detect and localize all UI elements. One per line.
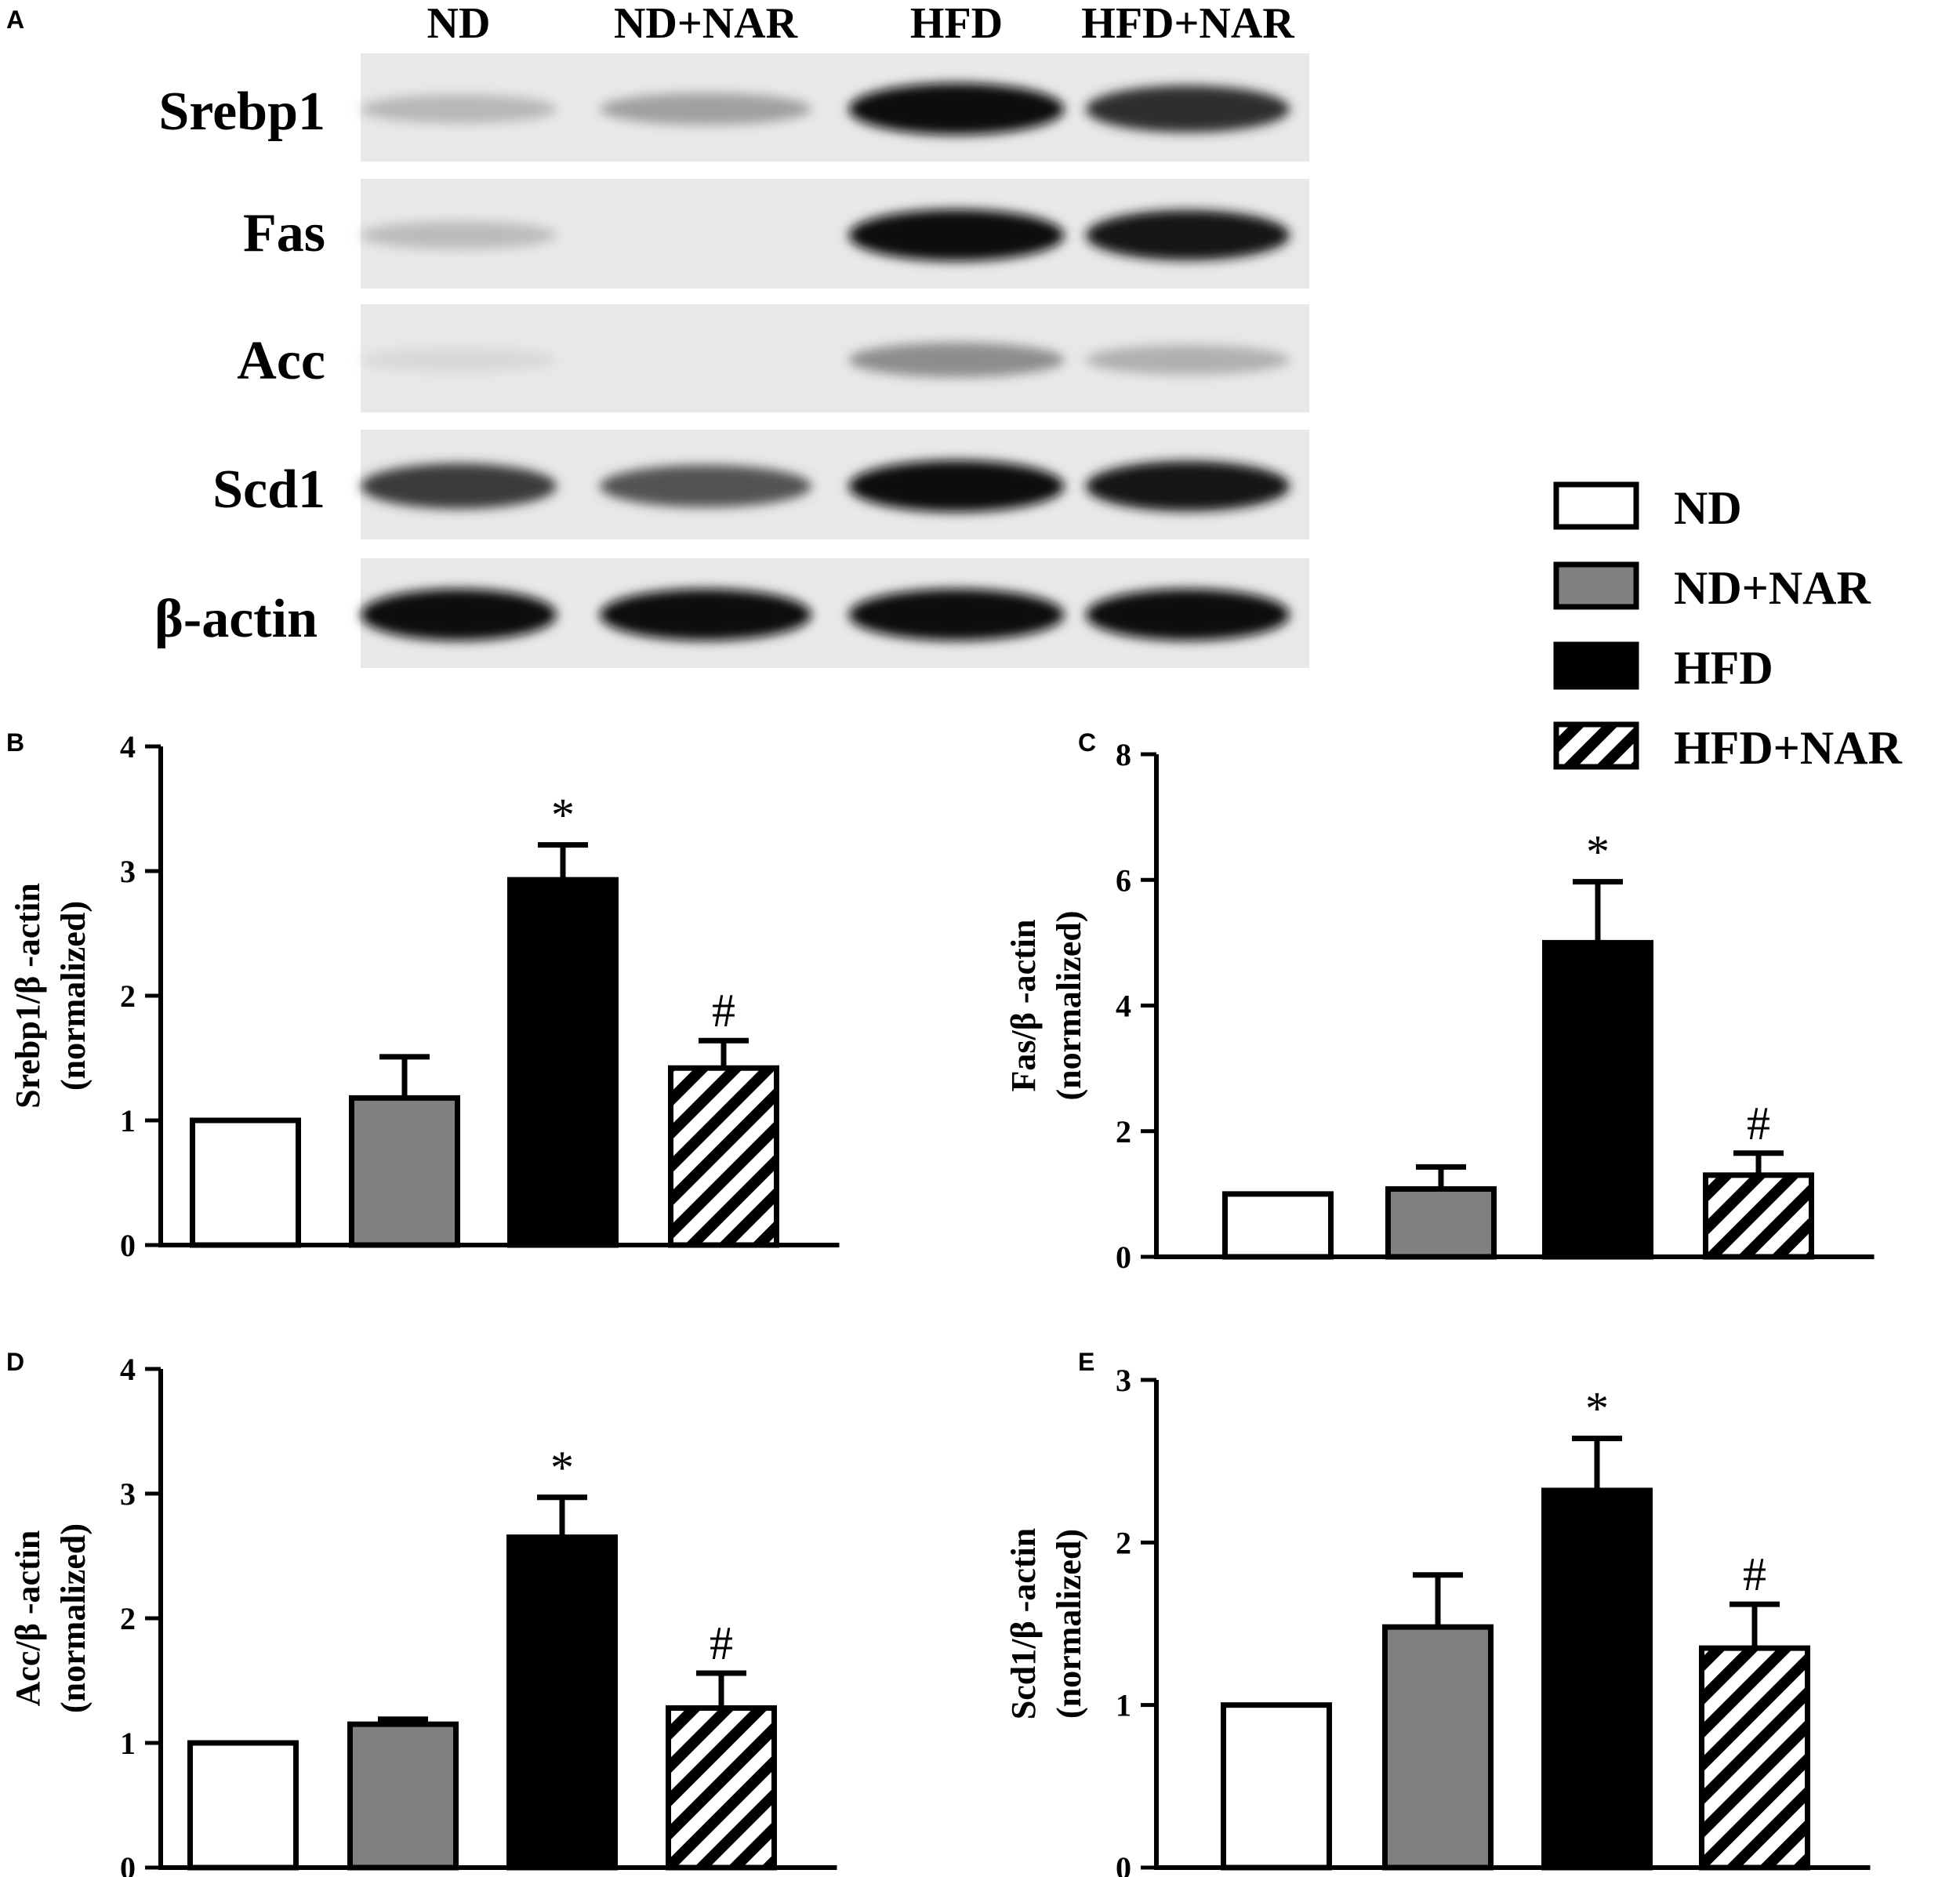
significance-mark: #	[1743, 1548, 1766, 1600]
panel-letter-b: B	[6, 728, 24, 757]
bar-hfd	[507, 877, 619, 1248]
blot-band	[361, 347, 557, 372]
y-tick-label: 1	[1116, 1688, 1131, 1723]
bar-nd	[1222, 1191, 1334, 1260]
blot-band	[1086, 345, 1290, 375]
legend: ND ND+NAR HFD HFD+NAR	[1553, 481, 1903, 774]
legend-label-nd-nar: ND+NAR	[1674, 562, 1871, 614]
bar-hfd	[506, 1534, 618, 1871]
panel-letter-a: A	[6, 5, 24, 34]
blot-band	[1086, 461, 1290, 511]
bar-nd	[187, 1740, 299, 1871]
chart-c: 0 2 4 6 8 Fas/β -actin (normalized) * #	[1004, 737, 1875, 1275]
lane-label-hfd: HFD	[910, 0, 1003, 48]
chart-d: 0 1 2 3 4 Acc/β -actin (normalized) * #	[9, 1352, 837, 1877]
significance-mark: #	[1747, 1098, 1770, 1149]
y-tick-label: 3	[1116, 1363, 1131, 1398]
y-axis-title: Srebp1/β -actin	[9, 883, 47, 1109]
blot-band	[1086, 210, 1290, 260]
y-tick-label: 4	[120, 729, 136, 764]
panel-letter-c: C	[1078, 728, 1096, 757]
bar-hfd-nar	[1703, 1172, 1814, 1260]
y-axis-title: (normalized)	[54, 901, 93, 1091]
blot-band	[1086, 85, 1290, 133]
significance-mark: *	[1585, 1383, 1609, 1435]
legend-label-nd: ND	[1674, 482, 1742, 534]
lane-label-nd: ND	[427, 0, 491, 48]
legend-swatch-hfd	[1553, 641, 1639, 690]
bar-nd-nar	[349, 1095, 460, 1248]
legend-label-hfd: HFD	[1674, 642, 1773, 694]
legend-swatch-hfd-nar	[1553, 721, 1639, 770]
significance-mark: #	[712, 985, 735, 1037]
significance-mark: *	[1586, 826, 1610, 878]
y-tick-label: 2	[1116, 1114, 1131, 1149]
lane-label-hfd-nar: HFD+NAR	[1081, 0, 1294, 48]
bar-hfd-nar	[1699, 1645, 1810, 1871]
y-tick-label: 4	[1116, 989, 1131, 1024]
blot-band	[361, 589, 557, 641]
legend-label-hfd-nar: HFD+NAR	[1674, 722, 1903, 774]
legend-swatch-nd	[1553, 481, 1639, 530]
bar-nd	[190, 1117, 301, 1248]
y-tick-label: 6	[1116, 862, 1131, 898]
bar-hfd	[1541, 1487, 1653, 1871]
bar-hfd-nar	[666, 1705, 777, 1871]
legend-swatch-nd-nar	[1553, 561, 1639, 610]
blot-band	[600, 93, 811, 125]
bar-nd-nar	[1385, 1185, 1497, 1260]
blot-label-beta-actin: β-actin	[154, 589, 318, 649]
chart-e: 0 1 2 3 Scd1/β -actin (normalized) * #	[1004, 1363, 1871, 1877]
y-tick-label: 0	[1116, 1240, 1131, 1275]
y-axis-title: Acc/β -actin	[9, 1530, 47, 1707]
y-axis-title: (normalized)	[1050, 1529, 1088, 1719]
y-tick-label: 2	[120, 1601, 136, 1636]
bar-hfd	[1542, 939, 1653, 1260]
bar-hfd-nar	[668, 1065, 779, 1248]
y-axis-title: (normalized)	[54, 1523, 93, 1713]
y-tick-label: 3	[120, 1476, 136, 1512]
bar-nd-nar	[1382, 1624, 1494, 1871]
blot-band	[848, 343, 1065, 377]
significance-mark: #	[710, 1617, 733, 1669]
blot-band	[848, 460, 1065, 512]
chart-b: 0 1 2 3 4 Srebp1/β -actin (normalized) * #	[9, 729, 840, 1263]
blot-band	[1086, 589, 1290, 641]
y-axis-title: Scd1/β -actin	[1004, 1528, 1043, 1719]
y-tick-label: 1	[120, 1103, 136, 1138]
y-tick-label: 0	[120, 1228, 136, 1263]
blot-band	[600, 589, 811, 641]
y-axis-title: Fas/β -actin	[1004, 920, 1043, 1092]
y-axis-title: (normalized)	[1050, 911, 1088, 1101]
lane-label-nd-nar: ND+NAR	[614, 0, 798, 48]
y-tick-label: 2	[1116, 1525, 1131, 1560]
panel-letter-e: E	[1078, 1348, 1094, 1376]
blot-band	[848, 589, 1065, 641]
y-tick-label: 0	[120, 1850, 136, 1877]
panel-letter-d: D	[6, 1348, 24, 1376]
blot-label-acc: Acc	[237, 331, 325, 391]
y-tick-label: 1	[120, 1726, 136, 1761]
y-tick-label: 3	[120, 854, 136, 889]
significance-mark: *	[550, 1442, 574, 1494]
bar-nd-nar	[347, 1721, 459, 1871]
blot-band	[848, 83, 1065, 135]
y-tick-label: 0	[1116, 1850, 1131, 1877]
y-tick-label: 2	[120, 978, 136, 1014]
western-blot: Srebp1 Fas Acc Scd1 β-actin	[154, 53, 1309, 668]
blot-band	[361, 463, 557, 509]
y-tick-label: 8	[1116, 737, 1131, 772]
blot-band	[600, 465, 811, 507]
blot-label-srebp1: Srebp1	[158, 82, 325, 142]
y-tick-label: 4	[120, 1352, 136, 1387]
significance-mark: *	[551, 790, 575, 841]
bar-nd	[1221, 1702, 1332, 1871]
blot-band	[848, 209, 1065, 261]
blot-band	[361, 221, 557, 249]
blot-label-scd1: Scd1	[212, 459, 325, 520]
blot-label-fas: Fas	[243, 203, 325, 263]
blot-band	[361, 94, 557, 124]
